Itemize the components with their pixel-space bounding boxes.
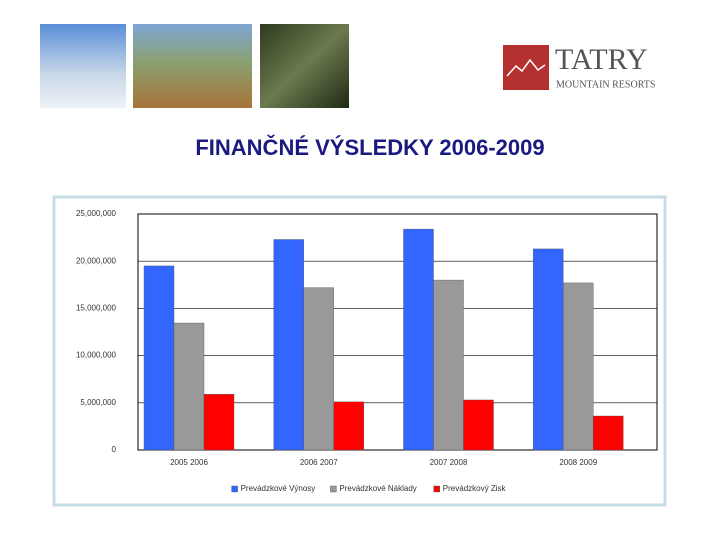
- bar: [433, 279, 464, 451]
- photo: [260, 24, 349, 108]
- photo: [40, 24, 126, 108]
- legend-label: Prevádzkové Výnosy: [241, 484, 316, 493]
- bar: [563, 282, 594, 451]
- bar: [533, 248, 564, 451]
- photo: [133, 24, 252, 108]
- logo-subtitle: MOUNTAIN RESORTS: [556, 79, 655, 90]
- logo-name: TATRY: [555, 43, 648, 76]
- bar: [333, 401, 364, 451]
- bar: [143, 265, 175, 451]
- logo-mountains: [506, 58, 546, 77]
- y-tick-label: 0: [112, 445, 117, 454]
- legend-label: Prevádzkové Náklady: [339, 484, 416, 493]
- bar: [303, 287, 334, 451]
- x-tick-label: 2007 2008: [430, 458, 468, 467]
- bar: [593, 415, 624, 451]
- legend-label: Prevádzkový Zisk: [443, 484, 507, 493]
- chart-title: FINANČNÉ VÝSLEDKY 2006-2009: [195, 135, 544, 160]
- bar: [203, 394, 235, 451]
- y-tick-label: 5,000,000: [80, 398, 116, 407]
- bar: [173, 322, 205, 451]
- x-tick-label: 2006 2007: [300, 458, 338, 467]
- x-tick-label: 2005 2006: [170, 458, 208, 467]
- y-tick-label: 20,000,000: [76, 256, 117, 265]
- y-tick-label: 15,000,000: [76, 304, 117, 313]
- legend-swatch: [433, 485, 440, 493]
- bar: [403, 228, 434, 451]
- legend-swatch: [231, 485, 238, 493]
- legend-swatch: [330, 485, 337, 493]
- bar: [463, 399, 494, 451]
- y-tick-label: 25,000,000: [76, 209, 117, 218]
- bar: [273, 239, 304, 451]
- x-tick-label: 2008 2009: [559, 458, 597, 467]
- y-tick-label: 10,000,000: [76, 351, 117, 360]
